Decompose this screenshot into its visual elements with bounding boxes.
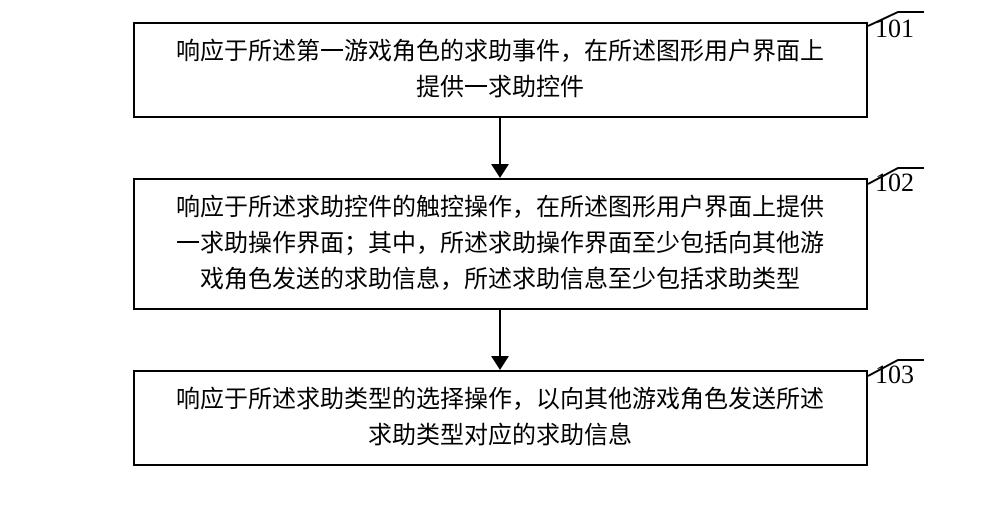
- connector-101-102: [75, 118, 925, 178]
- step-box-103: 响应于所述求助类型的选择操作，以向其他游戏角色发送所述 求助类型对应的求助信息: [133, 370, 868, 466]
- step-text-102: 响应于所述求助控件的触控操作，在所述图形用户界面上提供 一求助操作界面；其中，所…: [153, 190, 848, 298]
- step-wrapper-103: 响应于所述求助类型的选择操作，以向其他游戏角色发送所述 求助类型对应的求助信息 …: [75, 370, 925, 466]
- step-label-102: 102: [875, 168, 914, 198]
- step-text-101: 响应于所述第一游戏角色的求助事件，在所述图形用户界面上 提供一求助控件: [153, 34, 848, 106]
- connector-arrowhead: [491, 164, 509, 178]
- step-label-101: 101: [875, 14, 914, 44]
- step-label-103: 103: [875, 360, 914, 390]
- step-box-101: 响应于所述第一游戏角色的求助事件，在所述图形用户界面上 提供一求助控件: [133, 22, 868, 118]
- step-text-103: 响应于所述求助类型的选择操作，以向其他游戏角色发送所述 求助类型对应的求助信息: [153, 382, 848, 454]
- step-wrapper-101: 响应于所述第一游戏角色的求助事件，在所述图形用户界面上 提供一求助控件 101: [75, 22, 925, 118]
- connector-line: [499, 118, 501, 164]
- flowchart-container: 响应于所述第一游戏角色的求助事件，在所述图形用户界面上 提供一求助控件 101 …: [75, 22, 925, 466]
- step-wrapper-102: 响应于所述求助控件的触控操作，在所述图形用户界面上提供 一求助操作界面；其中，所…: [75, 178, 925, 310]
- connector-102-103: [75, 310, 925, 370]
- connector-line: [499, 310, 501, 356]
- connector-arrowhead: [491, 356, 509, 370]
- step-box-102: 响应于所述求助控件的触控操作，在所述图形用户界面上提供 一求助操作界面；其中，所…: [133, 178, 868, 310]
